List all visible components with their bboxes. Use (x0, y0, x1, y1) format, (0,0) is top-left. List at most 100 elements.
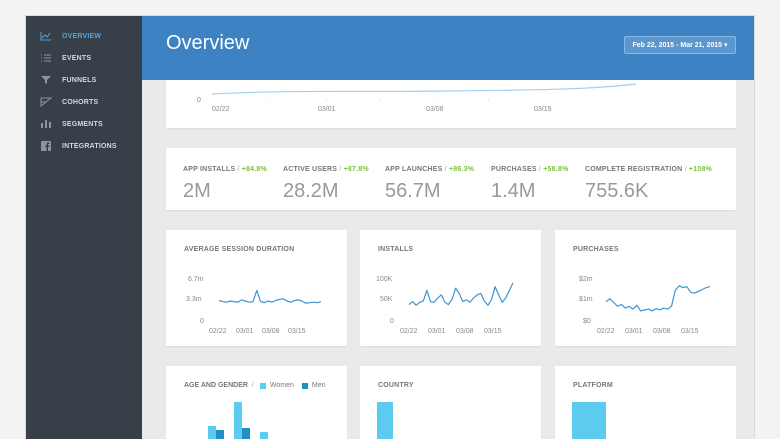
x-tick-label: 03/08 (456, 328, 474, 335)
kpi-complete-registration: COMPLETE REGISTRATION / +108% 755.6K (585, 166, 712, 203)
list-icon (40, 53, 54, 63)
kpi-separator: / (444, 166, 447, 173)
cohorts-icon (40, 97, 54, 108)
kpi-purchases: PURCHASES / +58.8% 1.4M (491, 166, 568, 203)
bar-women (260, 432, 268, 439)
age-gender-card: AGE AND GENDER / Women Men (166, 366, 347, 439)
overview-trend-card: 0 02/22 03/01 03/08 03/15 (166, 80, 736, 128)
series-line (408, 282, 514, 306)
x-tick-label: 03/15 (534, 106, 552, 113)
series-line (218, 289, 322, 304)
page-header: Overview Feb 22, 2015 - Mar 21, 2015 ▾ (142, 16, 754, 80)
women-legend-swatch (259, 382, 266, 389)
kpi-label: COMPLETE REGISTRATION (585, 166, 683, 173)
x-tick-label: 03/01 (428, 328, 446, 335)
funnel-icon (40, 75, 54, 85)
purchases-card: PURCHASES $2m $1m $0 02/22 03/01 03/08 0… (555, 230, 736, 346)
x-tick-label: 02/22 (209, 328, 227, 335)
y-tick-label: 0 (390, 318, 394, 325)
kpi-change: +86.3% (448, 166, 475, 173)
segments-icon (40, 119, 54, 129)
platform-bar (572, 402, 606, 439)
sidebar-item-label: SEGMENTS (62, 120, 103, 128)
kpi-label: PURCHASES (491, 166, 537, 173)
y-tick-label: 100K (376, 276, 393, 283)
kpi-value: 2M (183, 180, 211, 202)
sidebar-item-cohorts[interactable]: COHORTS (40, 94, 98, 110)
sidebar-item-label: INTEGRATIONS (62, 142, 117, 150)
chart-title: INSTALLS (378, 246, 414, 253)
bar-men (242, 428, 250, 439)
country-bar (377, 402, 393, 439)
kpi-value: 755.6K (585, 180, 649, 202)
kpi-change: +108% (688, 166, 712, 173)
kpi-value: 1.4M (491, 180, 536, 202)
x-tick-label: 03/15 (484, 328, 502, 335)
app-window: OVERVIEW EVENTS FUNNELS COHORTS SEGMENTS (26, 16, 754, 439)
y-axis-zero-label: 0 (197, 97, 201, 104)
platform-card: PLATFORM (555, 366, 736, 439)
purchases-chart (605, 285, 711, 312)
installs-chart (408, 282, 514, 306)
sidebar: OVERVIEW EVENTS FUNNELS COHORTS SEGMENTS (26, 16, 142, 439)
sidebar-item-segments[interactable]: SEGMENTS (40, 116, 103, 132)
x-tick-label: 03/01 (318, 106, 336, 113)
x-tick-label: 03/01 (625, 328, 643, 335)
chart-title: PLATFORM (573, 382, 613, 389)
sidebar-item-events[interactable]: EVENTS (40, 50, 91, 66)
x-tick-label: 03/15 (681, 328, 699, 335)
kpi-label: APP LAUNCHES (385, 166, 443, 173)
y-tick-label: 3.3m (186, 296, 202, 303)
kpi-separator: / (339, 166, 342, 173)
x-tick-label: 03/08 (262, 328, 280, 335)
legend-women: Women (269, 382, 294, 389)
date-range-picker[interactable]: Feb 22, 2015 - Mar 21, 2015 ▾ (624, 36, 736, 54)
x-tick-label: 02/22 (212, 106, 230, 113)
session-duration-card: AVERAGE SESSION DURATION 6.7m 3.3m 0 02/… (166, 230, 347, 346)
bar-men (216, 430, 224, 439)
y-tick-label: 6.7m (188, 276, 204, 283)
kpi-separator: / (538, 166, 542, 173)
kpi-active-users: ACTIVE USERS / +87.8% 28.2M (283, 166, 369, 203)
x-tick-label: 02/22 (400, 328, 418, 335)
sidebar-item-funnels[interactable]: FUNNELS (40, 72, 96, 88)
men-legend-swatch (301, 382, 308, 389)
bar-women (234, 402, 242, 439)
y-tick-label: $2m (579, 276, 593, 283)
kpi-summary-card: APP INSTALLS / +84.8% 2M ACTIVE USERS / … (166, 148, 736, 210)
chart-title: PURCHASES (573, 246, 619, 253)
kpi-value: 28.2M (283, 180, 339, 202)
kpi-change: +84.8% (241, 166, 267, 173)
sidebar-item-label: EVENTS (62, 54, 92, 62)
title-separator: / (251, 382, 254, 389)
kpi-label: APP INSTALLS (183, 166, 236, 173)
y-tick-label: 0 (200, 318, 204, 325)
sidebar-item-overview[interactable]: OVERVIEW (40, 28, 101, 44)
series-line (605, 285, 711, 312)
x-tick-label: 03/15 (288, 328, 306, 335)
x-tick-label: 03/01 (236, 328, 254, 335)
y-tick-label: $0 (583, 318, 591, 325)
line-chart-icon (40, 31, 54, 41)
session-duration-chart (218, 289, 322, 304)
installs-card: INSTALLS 100K 50K 0 02/22 03/01 03/08 03… (360, 230, 541, 346)
age-gender-header: AGE AND GENDER / Women Men (184, 382, 326, 389)
y-tick-label: $1m (579, 296, 593, 303)
x-tick-label: 03/08 (653, 328, 671, 335)
kpi-value: 56.7M (385, 180, 441, 202)
kpi-app-installs: APP INSTALLS / +84.8% 2M (183, 166, 267, 203)
chart-title: COUNTRY (378, 382, 414, 389)
x-tick-label: 02/22 (597, 328, 615, 335)
kpi-change: +87.8% (343, 166, 369, 173)
kpi-separator: / (684, 166, 687, 173)
facebook-icon (40, 141, 54, 151)
sidebar-item-label: COHORTS (62, 98, 99, 106)
sidebar-item-label: OVERVIEW (62, 32, 102, 40)
kpi-separator: / (237, 166, 240, 173)
page-title: Overview (166, 32, 250, 54)
sidebar-item-integrations[interactable]: INTEGRATIONS (40, 138, 117, 154)
y-tick-label: 50K (380, 296, 393, 303)
chart-title: AVERAGE SESSION DURATION (184, 246, 295, 253)
legend-men: Men (311, 382, 326, 389)
sidebar-item-label: FUNNELS (62, 76, 97, 84)
